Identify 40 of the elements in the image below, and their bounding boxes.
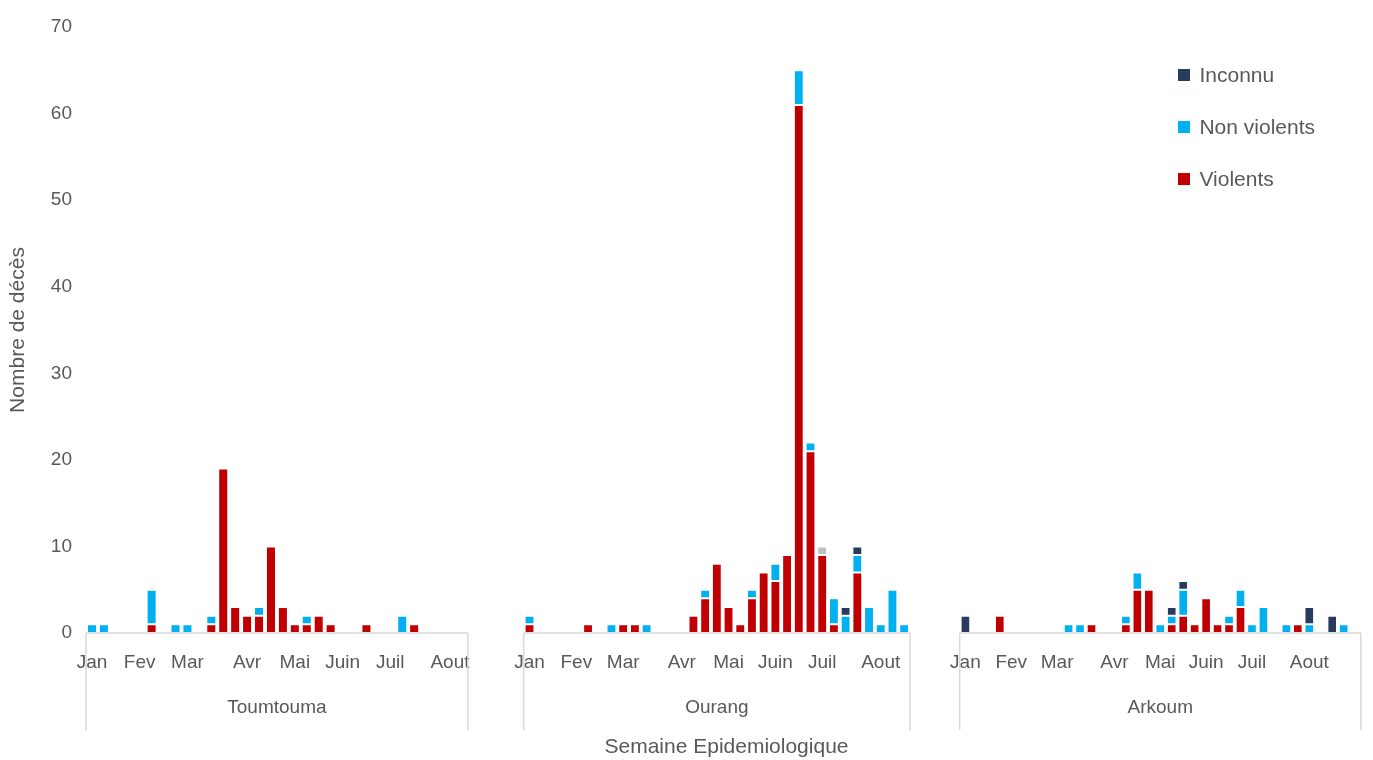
x-tick-label: Aout — [1289, 650, 1330, 672]
x-tick-label: Avr — [233, 650, 262, 672]
x-tick-label: Mai — [713, 650, 744, 672]
x-tick-label: Fev — [560, 650, 593, 672]
x-tick-label: Juin — [1188, 650, 1224, 672]
x-tick-label: Jan — [76, 650, 108, 672]
legend-label: Inconnu — [1199, 63, 1275, 87]
x-tick-label: Mai — [279, 650, 311, 672]
x-tick-label: Juin — [325, 650, 360, 672]
x-tick-label: Fev — [995, 650, 1028, 672]
y-tick-label: 0 — [61, 621, 72, 643]
y-axis-title: Nombre de décès — [5, 247, 29, 413]
y-tick-label: 10 — [50, 534, 72, 556]
x-tick-label: Jan — [950, 650, 981, 672]
x-tick-label: Juil — [807, 650, 837, 672]
x-tick-label: Juil — [376, 650, 405, 672]
x-tick-label: Mar — [1040, 650, 1075, 672]
legend-label: Violents — [1199, 167, 1274, 191]
y-tick-label: 60 — [50, 101, 72, 123]
x-tick-label: Mar — [171, 650, 205, 672]
x-tick-label: Juin — [757, 650, 793, 672]
x-tick-label: Fev — [123, 650, 157, 672]
x-tick-label: Aout — [430, 650, 471, 672]
x-tick-label: Avr — [1100, 650, 1130, 672]
x-tick-label: Avr — [667, 650, 697, 672]
text: Semaine Epidemiologique — [603, 734, 850, 758]
y-tick-label: 40 — [50, 274, 72, 296]
x-axis-title: Ourang — [685, 695, 749, 717]
x-tick-label: Mar — [606, 650, 641, 672]
y-tick-label: 70 — [50, 15, 72, 37]
x-axis-title: Arkoum — [1127, 695, 1193, 717]
x-tick-label: Aout — [861, 650, 901, 672]
y-tick-label: 50 — [50, 188, 72, 210]
x-tick-label: Jan — [514, 650, 545, 672]
y-tick-label: 20 — [50, 448, 72, 470]
x-tick-label: Juil — [1237, 650, 1267, 672]
x-tick-label: Mai — [1144, 650, 1176, 672]
x-axis-title: Toumtouma — [227, 695, 327, 717]
legend-label: Non violents — [1199, 115, 1315, 139]
y-tick-label: 30 — [50, 361, 72, 383]
